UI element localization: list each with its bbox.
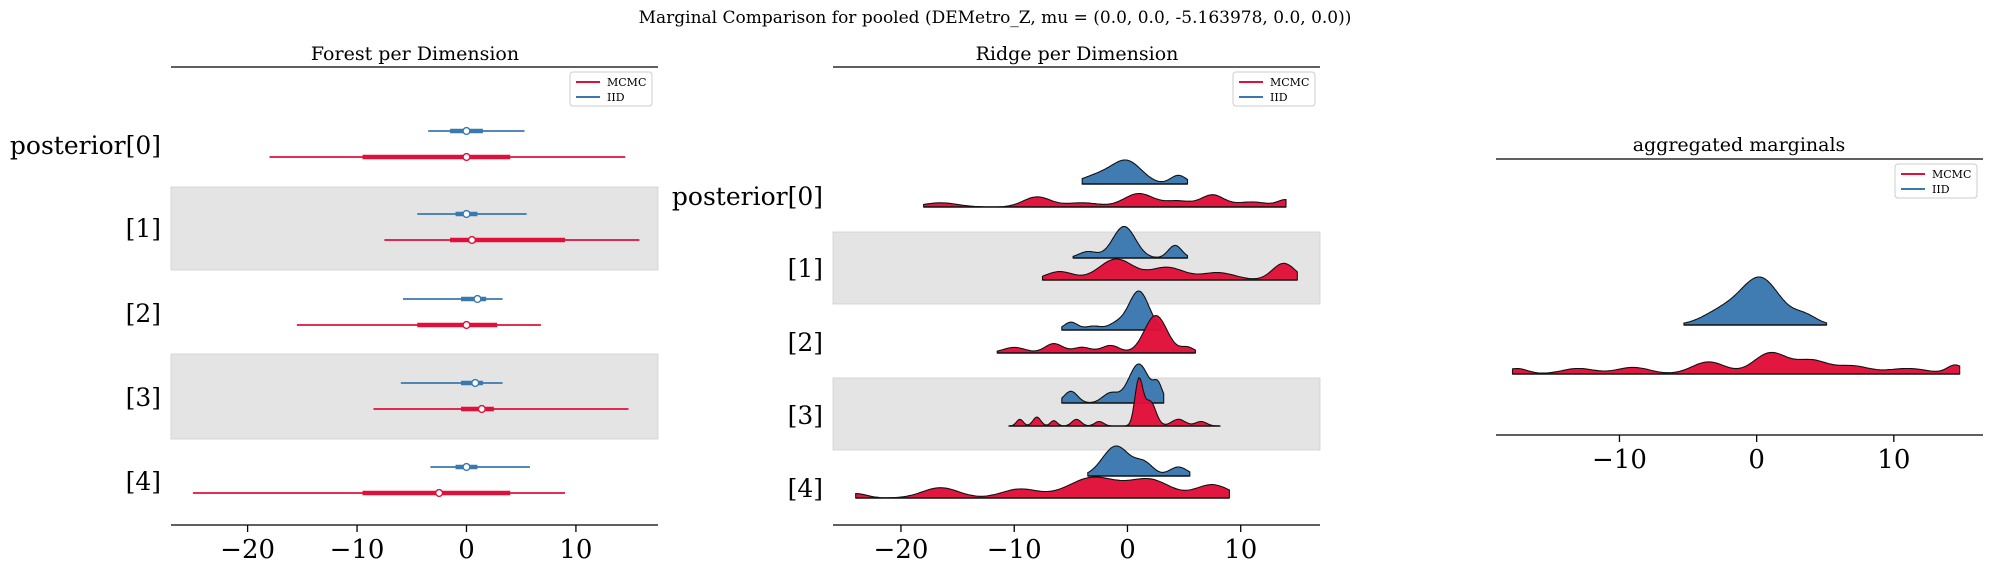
x-tick-label: 0: [1748, 445, 1765, 475]
aggregated-panel: aggregated marginals −10 0 10 MCMC IID: [1496, 134, 1983, 475]
iid-point: [473, 294, 482, 304]
ridge-legend-iid-label: IID: [1270, 91, 1288, 104]
x-tick-label: −10: [1592, 445, 1647, 475]
row-label: [2]: [126, 299, 161, 328]
row-band: [832, 377, 1321, 451]
iid-aggregated-density: [1683, 276, 1828, 326]
iid-point: [462, 462, 471, 472]
row-band: [170, 353, 659, 440]
x-tick-label: 0: [1119, 535, 1136, 565]
x-tick-label: 10: [1877, 445, 1910, 475]
ridge-title: Ridge per Dimension: [976, 43, 1179, 65]
row-label: [2]: [788, 328, 823, 357]
mcmc-aggregated-density: [1511, 351, 1961, 375]
mcmc-ridge: [855, 476, 1230, 499]
row-label: posterior[0]: [10, 131, 161, 160]
x-tick-label: 0: [458, 535, 475, 565]
aggregated-legend: MCMC IID: [1894, 163, 1978, 199]
mcmc-point: [462, 320, 471, 330]
mcmc-point: [477, 404, 486, 414]
iid-ridge: [1061, 290, 1162, 331]
mcmc-ridge: [996, 314, 1196, 354]
row-label: [4]: [126, 467, 161, 496]
x-tick-label: −20: [874, 535, 929, 565]
ridge-panel: Ridge per Dimension posterior[0] [1] [2] [3…: [672, 43, 1321, 565]
x-tick-label: −10: [987, 535, 1042, 565]
x-tick-label: −10: [330, 535, 385, 565]
iid-point: [471, 378, 480, 388]
forest-legend-iid-label: IID: [607, 91, 625, 104]
mcmc-point: [467, 235, 477, 245]
iid-ridge: [1087, 445, 1191, 477]
iid-point: [462, 126, 471, 136]
ridge-legend: MCMC IID: [1232, 71, 1316, 107]
ridge-legend-mcmc-label: MCMC: [1270, 76, 1309, 89]
row-label: posterior[0]: [672, 182, 823, 211]
x-tick-label: 10: [1224, 535, 1257, 565]
aggregated-legend-mcmc-label: MCMC: [1932, 168, 1971, 181]
iid-ridge: [1081, 159, 1189, 185]
x-tick-label: −20: [220, 535, 275, 565]
iid-point: [462, 209, 471, 219]
forest-title: Forest per Dimension: [311, 43, 519, 65]
row-label: [1]: [126, 214, 161, 243]
row-label: [3]: [126, 383, 161, 412]
forest-legend: MCMC IID: [569, 71, 653, 107]
row-label: [1]: [788, 254, 823, 283]
mcmc-ridge: [1041, 258, 1298, 281]
forest-legend-mcmc-label: MCMC: [607, 76, 646, 89]
aggregated-title: aggregated marginals: [1633, 134, 1846, 156]
mcmc-point: [435, 488, 444, 498]
row-label: [3]: [788, 401, 823, 430]
mcmc-ridge: [923, 192, 1287, 208]
iid-ridge: [1072, 225, 1189, 259]
row-band: [170, 186, 659, 271]
row-label: [4]: [788, 474, 823, 503]
x-tick-label: 10: [559, 535, 592, 565]
mcmc-point: [462, 152, 471, 162]
aggregated-legend-iid-label: IID: [1932, 183, 1950, 196]
figure-title: Marginal Comparison for pooled (DEMetro_…: [639, 8, 1352, 28]
row-band: [832, 231, 1321, 305]
forest-panel: Forest per Dimension posterior[0] [1] [2] […: [10, 43, 659, 565]
